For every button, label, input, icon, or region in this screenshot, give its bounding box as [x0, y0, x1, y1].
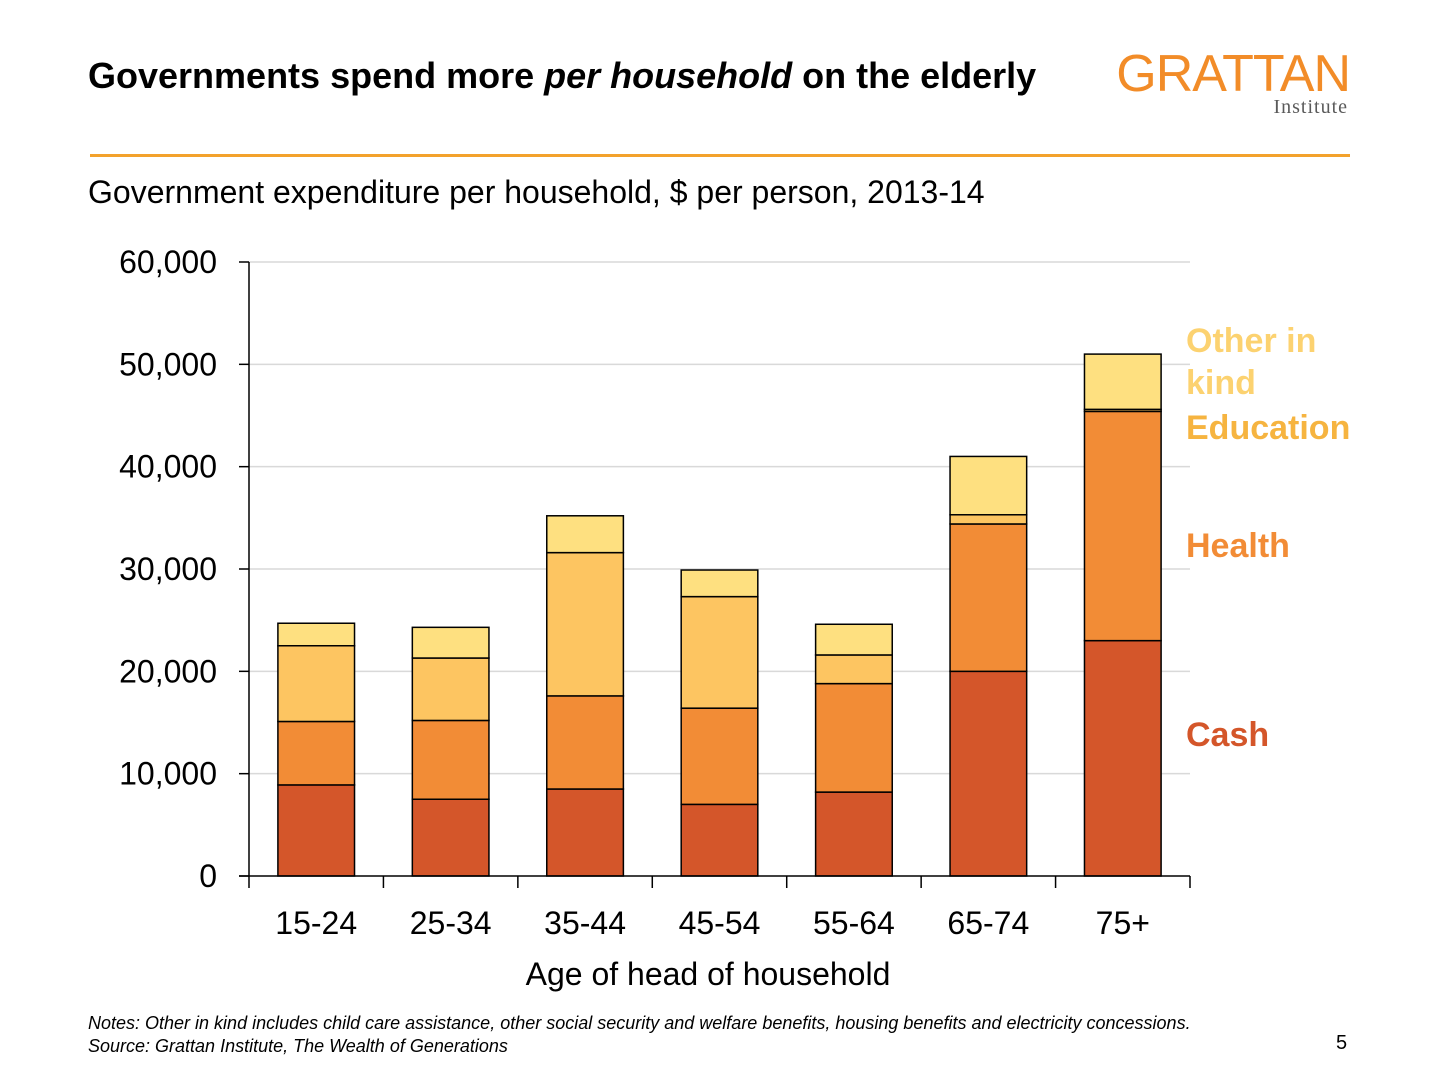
bar-segment-health — [411, 719, 490, 800]
bar-segment-health — [546, 695, 625, 790]
bar-segment-cash — [949, 670, 1028, 877]
x-axis-title: Age of head of household — [526, 956, 891, 992]
title-part1: Governments spend more — [88, 55, 545, 96]
notes-block: Notes: Other in kind includes child care… — [88, 1012, 1191, 1058]
bar-segment-education — [680, 595, 759, 709]
bar-segment-other-in-kind — [411, 626, 490, 659]
x-tick-label: 75+ — [1096, 905, 1150, 941]
x-tick-label: 65-74 — [947, 905, 1029, 941]
x-tick-label: 45-54 — [679, 905, 761, 941]
bar-segment-education — [546, 551, 625, 697]
legend-label-line: kind — [1186, 364, 1256, 402]
legend-label-cash: Cash — [1186, 716, 1269, 754]
legend-label-other-in-kind: Other in kind — [1186, 322, 1316, 402]
y-tick-label: 20,000 — [119, 653, 217, 689]
y-tick-labels: 0 10,000 20,000 30,000 40,000 50,000 60,000 — [119, 244, 217, 894]
x-tick-label: 55-64 — [813, 905, 895, 941]
legend-labels: Other in kind Education Health Cash — [1186, 322, 1350, 754]
bar-segment-health — [1083, 410, 1162, 642]
bar-segment-cash — [814, 791, 893, 877]
bar-segment-other-in-kind — [277, 622, 356, 647]
x-tick-label: 25-34 — [410, 905, 492, 941]
bar-stacks — [277, 353, 1162, 877]
bar-segment-cash — [546, 788, 625, 877]
slide-title: Governments spend more per household on … — [88, 52, 1068, 100]
source-text: Source: Grattan Institute, The Wealth of… — [88, 1036, 508, 1056]
title-emphasis: per household — [544, 55, 793, 96]
chart-subtitle: Government expenditure per household, $ … — [88, 174, 985, 210]
axes — [239, 261, 1191, 888]
bar-segment-cash — [277, 784, 356, 877]
y-tick-label: 40,000 — [119, 449, 217, 485]
bar-segment-health — [680, 707, 759, 806]
bar-segment-health — [814, 682, 893, 793]
bar-segment-other-in-kind — [1083, 353, 1162, 411]
legend-label-education: Education — [1186, 409, 1350, 447]
logo-wordmark: GRATTAN — [1116, 45, 1351, 103]
page-number: 5 — [1336, 1032, 1348, 1054]
bar-segment-other-in-kind — [949, 455, 1028, 516]
bar-segment-education — [949, 514, 1028, 525]
y-tick-label: 50,000 — [119, 346, 217, 382]
title-part2: on the elderly — [792, 55, 1037, 96]
stacked-bar-chart: 0 10,000 20,000 30,000 40,000 50,000 60,000 15… — [119, 244, 1350, 992]
y-tick-label: 30,000 — [119, 551, 217, 587]
y-tick-label: 10,000 — [119, 756, 217, 792]
bar-segment-cash — [1083, 639, 1162, 877]
legend-label-health: Health — [1186, 527, 1290, 565]
bar-segment-cash — [680, 803, 759, 877]
logo-subtext: Institute — [1273, 96, 1348, 118]
bar-segment-education — [814, 654, 893, 685]
y-tick-label: 60,000 — [119, 244, 217, 280]
bar-segment-education — [277, 645, 356, 723]
x-tick-labels: 15-24 25-34 35-44 45-54 55-64 65-74 75+ — [275, 905, 1150, 941]
bar-segment-cash — [411, 798, 490, 877]
bar-segment-health — [277, 720, 356, 786]
y-tick-label: 0 — [199, 858, 217, 894]
bar-segment-other-in-kind — [546, 515, 625, 554]
bar-segment-health — [949, 523, 1028, 673]
x-tick-label: 35-44 — [544, 905, 626, 941]
notes-text: Notes: Other in kind includes child care… — [88, 1013, 1191, 1033]
legend-label-line: Other in — [1186, 322, 1316, 360]
bar-segment-education — [411, 657, 490, 722]
bar-segment-other-in-kind — [814, 623, 893, 656]
x-tick-label: 15-24 — [275, 905, 357, 941]
bar-segment-other-in-kind — [680, 569, 759, 598]
grattan-logo: GRATTAN Institute — [1116, 45, 1354, 120]
title-divider — [90, 154, 1350, 157]
